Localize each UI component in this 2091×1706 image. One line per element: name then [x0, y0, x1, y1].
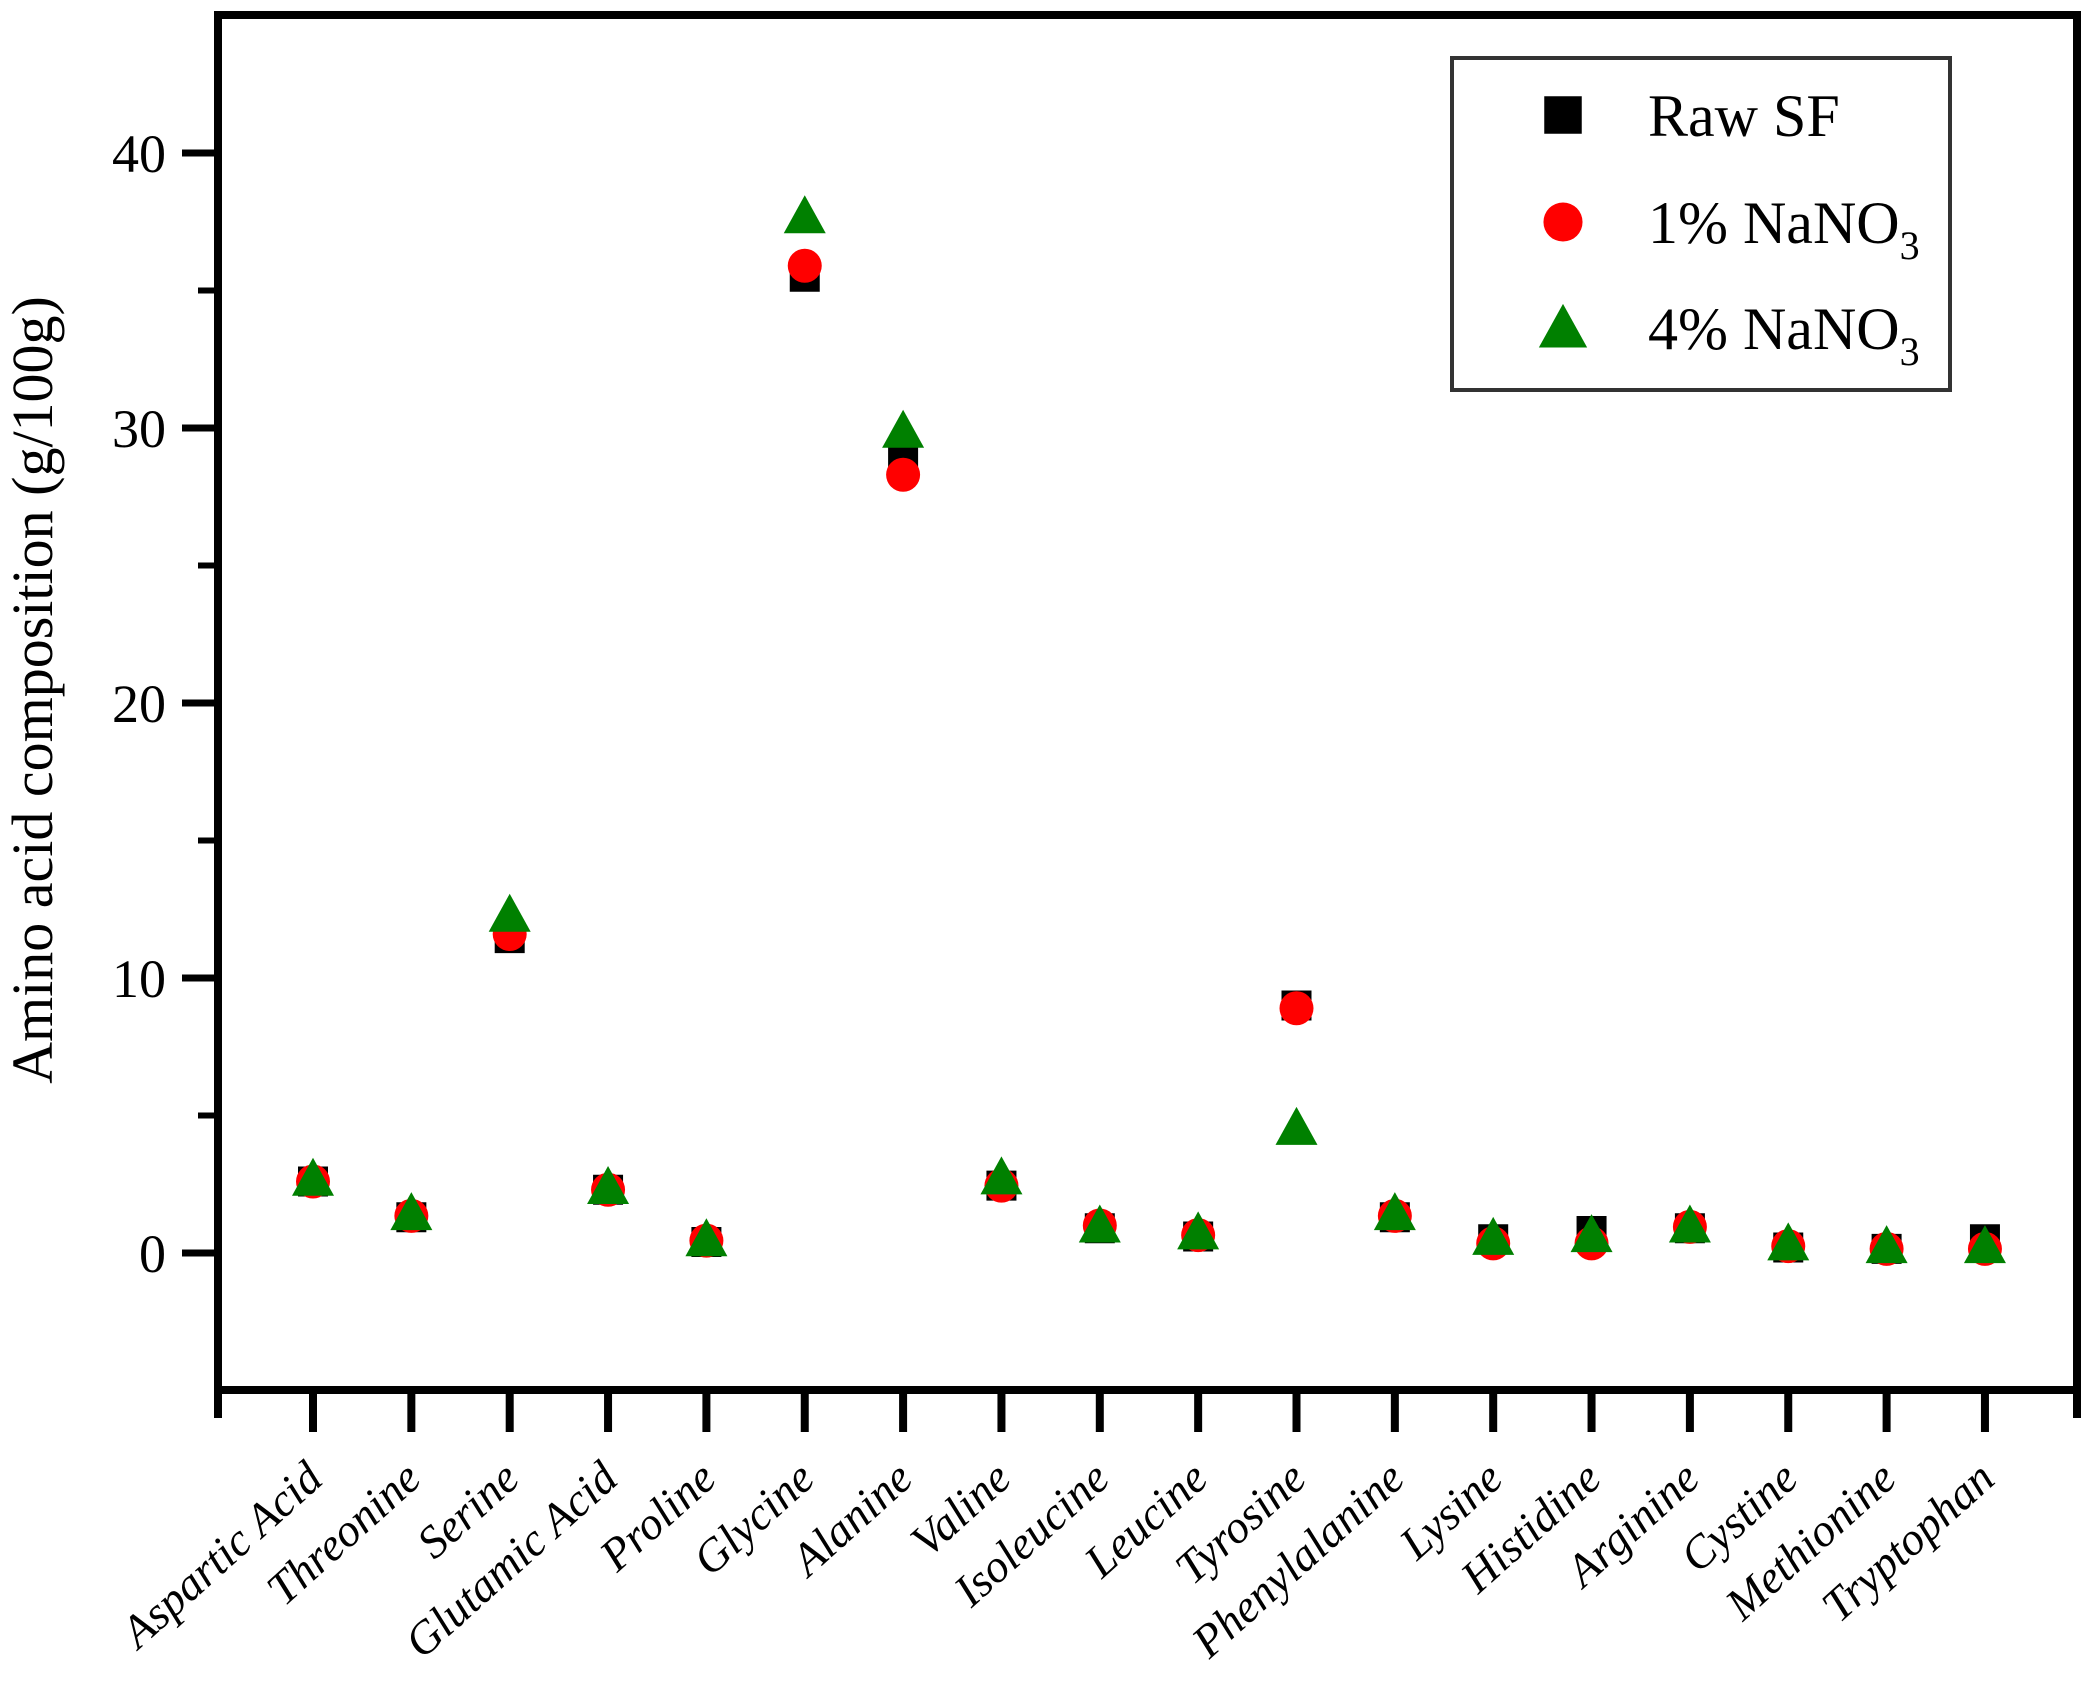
legend-label: 1% NaNO3: [1648, 190, 1920, 268]
marker-triangle: [1570, 1214, 1613, 1253]
y-tick-label: 0: [139, 1224, 166, 1284]
marker-triangle: [882, 409, 925, 448]
marker-triangle: [1668, 1204, 1711, 1243]
marker-triangle: [1078, 1204, 1121, 1243]
legend: Raw SF 1% NaNO3 4% NaNO3: [1450, 56, 1952, 392]
series-4-nano3: [292, 195, 2006, 1264]
marker-triangle: [1275, 1106, 1318, 1145]
marker-triangle: [1963, 1225, 2006, 1264]
series-1-nano3: [296, 248, 2002, 1266]
y-tick-label: 20: [112, 674, 166, 734]
marker-triangle: [685, 1218, 728, 1257]
y-axis-title: Amino acid composition (g/100g): [0, 296, 65, 1084]
y-tick-label: 10: [112, 949, 166, 1009]
y-tick-label: 40: [112, 124, 166, 184]
marker-triangle: [587, 1166, 630, 1204]
marker-triangle: [1373, 1192, 1416, 1231]
marker-triangle: [980, 1156, 1023, 1195]
series-raw-sf: [298, 261, 2000, 1264]
marker-triangle: [1472, 1216, 1515, 1255]
marker-triangle: [783, 195, 826, 234]
marker-triangle: [1865, 1225, 1908, 1264]
marker-triangle: [390, 1192, 433, 1231]
y-axis: 0 10 20 30 40 Amino acid composition (g/100g): [0, 124, 218, 1284]
legend-label: Raw SF: [1648, 83, 1840, 149]
legend-swatch-square: [1544, 96, 1582, 134]
legend-label: 4% NaNO3: [1648, 296, 1920, 374]
marker-triangle: [1767, 1222, 1810, 1261]
legend-swatch-circle: [1543, 202, 1583, 242]
legend-swatch-triangle: [1538, 303, 1588, 348]
marker-circle: [1279, 991, 1314, 1026]
marker-triangle: [488, 893, 531, 932]
marker-triangle: [1177, 1211, 1220, 1250]
marker-triangle: [292, 1157, 334, 1196]
legend-box: [1450, 56, 1952, 392]
y-tick-label: 30: [112, 399, 166, 459]
marker-circle: [787, 248, 822, 283]
marker-circle: [886, 457, 921, 492]
